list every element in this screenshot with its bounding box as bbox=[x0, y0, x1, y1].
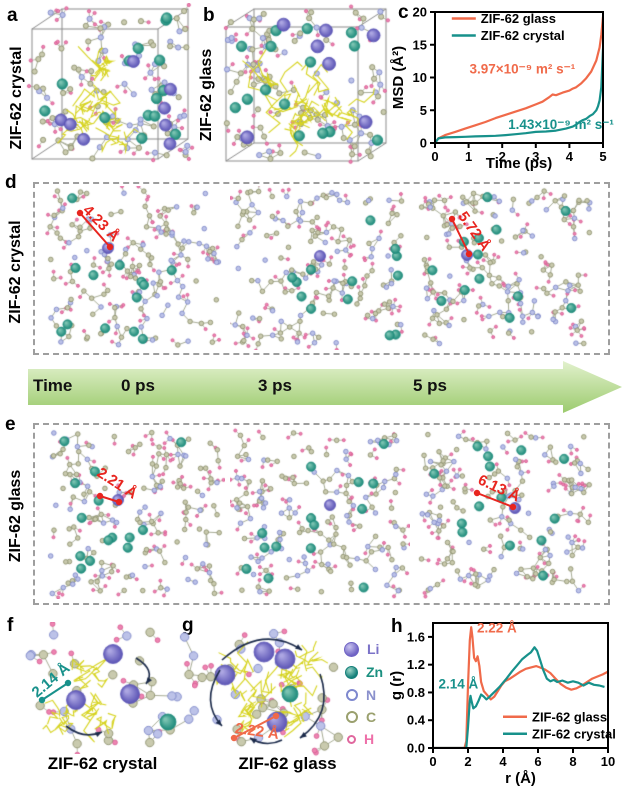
time-arrow-shape bbox=[28, 361, 622, 413]
svg-text:4: 4 bbox=[499, 754, 507, 769]
molecule-render-d-3ps bbox=[230, 186, 410, 350]
rdf-chart: 0 2 4 6 8 10 0.0 0.4 0.8 1.2 1.6 r (Å) g (r) ZIF-62 g… bbox=[390, 621, 616, 787]
time-arrow bbox=[28, 361, 622, 413]
legend-label-c: C bbox=[366, 709, 377, 725]
svg-text:3.97×10⁻⁹ m² s⁻¹: 3.97×10⁻⁹ m² s⁻¹ bbox=[469, 62, 575, 77]
panel-d-box bbox=[33, 182, 610, 355]
svg-text:10: 10 bbox=[601, 754, 615, 769]
svg-text:5: 5 bbox=[599, 149, 606, 164]
panel-letter-e: e bbox=[5, 414, 16, 435]
legend-item-h: H bbox=[347, 730, 374, 748]
svg-text:2: 2 bbox=[464, 754, 471, 769]
svg-text:15: 15 bbox=[413, 37, 427, 52]
panel-d-side-label: ZIF-62 crystal bbox=[7, 220, 24, 324]
svg-text:ZIF-62 glass: ZIF-62 glass bbox=[532, 709, 607, 724]
svg-text:ZIF-62 glass: ZIF-62 glass bbox=[481, 11, 556, 26]
svg-text:6: 6 bbox=[534, 754, 541, 769]
panel-letter-b: b bbox=[203, 5, 215, 26]
svg-text:ZIF-62 crystal: ZIF-62 crystal bbox=[481, 28, 565, 43]
legend-label-zn: Zn bbox=[366, 664, 384, 680]
svg-text:4: 4 bbox=[566, 149, 574, 164]
c-atom-icon bbox=[346, 711, 358, 723]
panel-letter-h: h bbox=[391, 616, 403, 637]
svg-text:1.43×10⁻⁹ m² s⁻¹: 1.43×10⁻⁹ m² s⁻¹ bbox=[508, 117, 614, 132]
svg-text:0: 0 bbox=[429, 754, 436, 769]
panel-e-box bbox=[33, 423, 610, 605]
svg-text:3: 3 bbox=[532, 149, 539, 164]
n-atom-icon bbox=[346, 689, 358, 701]
panel-letter-a: a bbox=[7, 5, 18, 26]
time-tick-5ps: 5 ps bbox=[413, 376, 448, 395]
panel-g-caption: ZIF-62 glass bbox=[238, 754, 337, 773]
svg-text:r (Å): r (Å) bbox=[505, 770, 536, 787]
li-atom-icon bbox=[344, 641, 359, 657]
svg-text:0: 0 bbox=[431, 149, 438, 164]
legend-item-li: Li bbox=[344, 640, 379, 658]
svg-text:2.22 Å: 2.22 Å bbox=[477, 621, 517, 636]
svg-text:0.0: 0.0 bbox=[407, 741, 425, 756]
svg-text:2: 2 bbox=[499, 149, 506, 164]
legend-label-h: H bbox=[364, 731, 375, 747]
panel-e-side-label: ZIF-62 glass bbox=[7, 469, 24, 563]
panel-letter-d: d bbox=[5, 172, 17, 193]
svg-text:0.4: 0.4 bbox=[407, 713, 426, 728]
h-atom-icon bbox=[347, 734, 356, 744]
svg-text:0: 0 bbox=[420, 136, 427, 151]
legend-label-n: N bbox=[366, 687, 377, 703]
time-tick-3ps: 3 ps bbox=[258, 376, 293, 395]
svg-text:1.2: 1.2 bbox=[407, 657, 425, 672]
legend-item-c: C bbox=[346, 708, 376, 726]
time-arrow-label: Time bbox=[33, 376, 73, 395]
legend-item-n: N bbox=[346, 686, 376, 704]
legend-item-zn: Zn bbox=[345, 663, 383, 681]
molecule-render-d-0ps bbox=[45, 186, 225, 350]
svg-text:8: 8 bbox=[569, 754, 576, 769]
panel-letter-c: c bbox=[398, 2, 409, 23]
svg-text:20: 20 bbox=[413, 5, 427, 20]
svg-text:ZIF-62 crystal: ZIF-62 crystal bbox=[532, 726, 616, 741]
molecule-render-e-3ps bbox=[230, 427, 410, 599]
svg-text:1: 1 bbox=[465, 149, 472, 164]
svg-text:5: 5 bbox=[420, 103, 427, 118]
msd-chart: 0 1 2 3 4 5 0 5 10 15 20 Time (ps) MSD (Å²) ZIF-62 gl… bbox=[390, 5, 614, 173]
legend-label-li: Li bbox=[367, 641, 380, 657]
molecule-render-e-5ps bbox=[415, 427, 595, 599]
panel-b-side-label: ZIF-62 glass bbox=[198, 48, 215, 142]
svg-text:MSD (Å²): MSD (Å²) bbox=[390, 46, 407, 109]
molecule-render-a bbox=[26, 3, 196, 167]
svg-text:0.8: 0.8 bbox=[407, 685, 425, 700]
svg-text:Time (ps): Time (ps) bbox=[486, 155, 552, 172]
panel-f-caption: ZIF-62 crystal bbox=[47, 754, 158, 773]
svg-text:1.6: 1.6 bbox=[407, 629, 425, 644]
panel-letter-f: f bbox=[7, 615, 14, 636]
time-tick-0ps: 0 ps bbox=[121, 376, 156, 395]
zn-atom-icon bbox=[345, 665, 358, 679]
panel-a-side-label: ZIF-62 crystal bbox=[8, 46, 25, 150]
svg-text:10: 10 bbox=[413, 70, 427, 85]
svg-text:2.14 Å: 2.14 Å bbox=[438, 676, 478, 691]
molecule-render-e-0ps bbox=[45, 427, 225, 599]
molecule-render-d-5ps bbox=[415, 186, 595, 350]
svg-text:g (r): g (r) bbox=[390, 671, 405, 700]
molecule-render-b bbox=[218, 3, 392, 167]
